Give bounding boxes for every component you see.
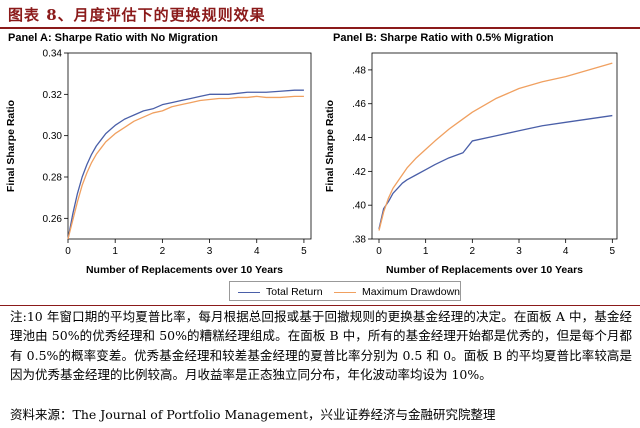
panel-b-frame	[371, 52, 618, 240]
panel-b-xtick-label: 4	[563, 246, 569, 257]
panel-a-xtick-label: 3	[207, 246, 213, 257]
panel-a-title: Panel A: Sharpe Ratio with No Migration	[8, 32, 218, 44]
panel-a-group: Panel A: Sharpe Ratio with No Migration 0…	[5, 32, 312, 276]
panel-b-ytick-label: .48	[352, 65, 366, 76]
legend-label-total-return: Total Return	[266, 286, 323, 298]
panel-b-xlabel: Number of Replacements over 10 Years	[386, 264, 583, 276]
panel-b-ytick-label: .46	[352, 99, 366, 110]
panel-a-ytick-label: 0.28	[43, 173, 63, 184]
panel-b-xtick-label: 1	[423, 246, 429, 257]
panel-a-xtick-label: 5	[301, 246, 307, 257]
chart-area: Panel A: Sharpe Ratio with No Migration 0…	[0, 29, 640, 281]
panel-a-xtick-label: 0	[65, 246, 71, 257]
legend-swatch-max-drawdown	[334, 291, 356, 293]
panel-a-series-total-return-line	[67, 89, 304, 240]
panel-b-ytick-label: .40	[352, 201, 366, 212]
figure-source: 资料来源：The Journal of Portfolio Management…	[10, 407, 496, 422]
panel-b-ytick-label: .38	[352, 235, 366, 246]
panel-b-xtick-label: 5	[610, 246, 616, 257]
panel-b-ytick-label: .44	[352, 133, 366, 144]
panel-a-ylabel: Final Sharpe Ratio	[5, 100, 17, 192]
legend-label-max-drawdown: Maximum Drawdown	[362, 286, 461, 298]
figure-title: 图表 8、月度评估下的更换规则效果	[8, 6, 266, 24]
panel-a-series-max-drawdown-line	[67, 95, 304, 240]
panel-a-frame	[67, 52, 312, 240]
panel-b-ytick-label: .42	[352, 167, 366, 178]
figure-note: 注:10 年窗口期的平均夏普比率，每月根据总回报或基于回撤规则的更换基金经理的决…	[10, 309, 632, 382]
panel-b-ylabel: Final Sharpe Ratio	[324, 100, 336, 192]
panel-a-ytick-label: 0.32	[43, 90, 63, 101]
panel-a-xtick-label: 2	[160, 246, 166, 257]
legend-item-max-drawdown: Maximum Drawdown	[334, 285, 460, 299]
panel-b-title: Panel B: Sharpe Ratio with 0.5% Migratio…	[333, 32, 554, 44]
title-rule	[0, 27, 640, 29]
panel-a-xlabel: Number of Replacements over 10 Years	[86, 264, 283, 276]
legend-swatch-total-return	[238, 291, 260, 293]
panel-b-xtick-label: 2	[470, 246, 476, 257]
panel-b-series-total-return-line	[378, 114, 613, 229]
panel-b-xtick-label: 0	[376, 246, 382, 257]
legend: Total Return Maximum Drawdown	[229, 281, 461, 301]
panel-a-ytick-label: 0.26	[43, 214, 63, 225]
notes-rule	[0, 305, 640, 306]
panel-b-series-max-drawdown-line	[378, 62, 613, 231]
panel-a-xtick-label: 4	[254, 246, 260, 257]
charts-svg: Panel A: Sharpe Ratio with No Migration 0…	[5, 32, 618, 276]
panel-a-ytick-label: 0.34	[43, 49, 63, 60]
panel-a-xtick-label: 1	[112, 246, 118, 257]
panel-b-xtick-label: 3	[516, 246, 522, 257]
legend-item-total-return: Total Return	[238, 285, 323, 299]
panel-b-group: Panel B: Sharpe Ratio with 0.5% Migratio…	[324, 32, 618, 276]
panel-a-ytick-label: 0.30	[43, 131, 63, 142]
